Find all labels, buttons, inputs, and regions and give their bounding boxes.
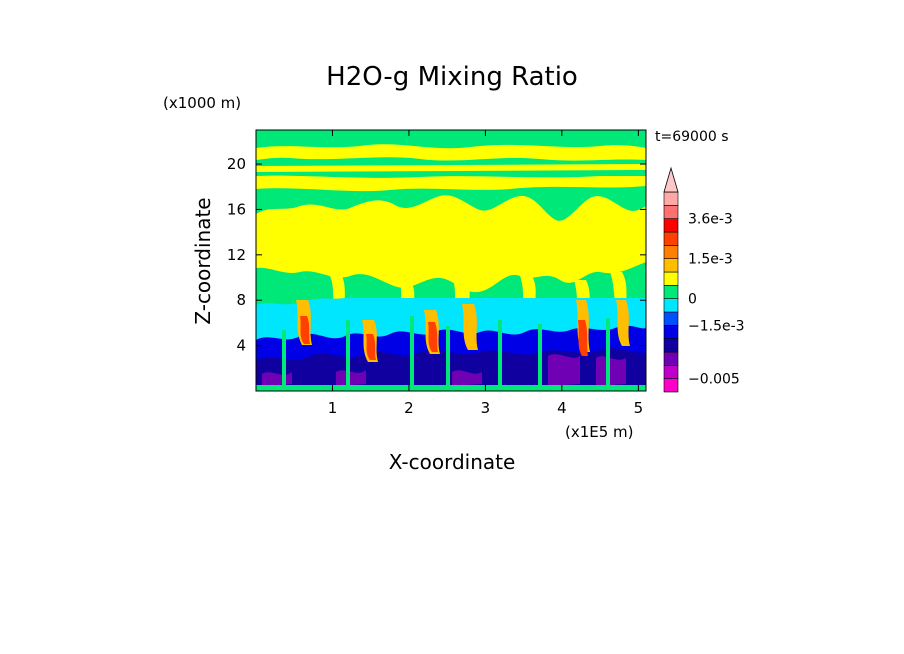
y-tick-label: 8 [236,291,246,309]
colorbar-swatch [663,311,679,326]
colorbar-swatch [663,285,679,299]
colorbar-swatch [663,378,679,393]
colorbar-swatch [663,271,679,286]
x-tick-label: 5 [634,399,644,417]
x-axis: 1 2 3 4 5 [328,130,643,417]
colorbar-label: −1.5e-3 [688,318,745,334]
y-unit-label: (x1000 m) [163,94,241,112]
colorbar-label: −0.005 [688,372,740,388]
x-tick-label: 2 [404,399,414,417]
y-tick-label: 20 [227,155,246,173]
colorbar-arrow [663,166,679,193]
colorbar-label: 1.5e-3 [688,252,733,268]
layer-green-bottom [256,385,646,391]
x-tick-label: 1 [328,399,338,417]
colorbar-swatch [663,365,679,379]
y-axis-label: Z-coordinate [191,197,215,324]
layer-yellow-band-3 [256,175,646,192]
layer-purple-patches [262,354,626,386]
y-tick-label: 12 [227,246,246,264]
colorbar-swatch [663,325,679,339]
x-axis-label: X-coordinate [389,450,516,474]
y-tick-label: 4 [236,337,246,355]
colorbar-labels: 3.6e-3 1.5e-3 0 −1.5e-3 −0.005 [688,212,745,388]
colorbar-label: 3.6e-3 [688,212,733,228]
colorbar [663,166,679,393]
x-tick-label: 4 [557,399,567,417]
colorbar-swatch [663,245,679,259]
colorbar-swatch [663,351,679,366]
layer-red-plumes [300,316,588,360]
chart-title: H2O-g Mixing Ratio [326,62,578,92]
layer-green-streaks [282,316,610,388]
y-axis: 4 8 12 16 20 [227,155,646,355]
colorbar-swatch [663,191,679,206]
colorbar-swatch [663,298,679,313]
colorbar-label: 0 [688,292,697,308]
plot-area [256,130,646,391]
time-label: t=69000 s [655,129,729,145]
layer-yellow-mid [256,195,646,293]
colorbar-swatch [663,258,679,273]
x-tick-label: 3 [481,399,491,417]
layer-upper-yellow-band [256,144,646,161]
plot-frame [255,129,647,392]
colorbar-swatch [663,205,679,219]
layer-yellow-band-2 [256,164,646,172]
y-tick-label: 16 [227,200,246,218]
colorbar-swatch [663,338,679,353]
colorbar-swatch [663,231,679,246]
colorbar-swatch [663,218,679,233]
x-unit-label: (x1E5 m) [565,423,634,441]
